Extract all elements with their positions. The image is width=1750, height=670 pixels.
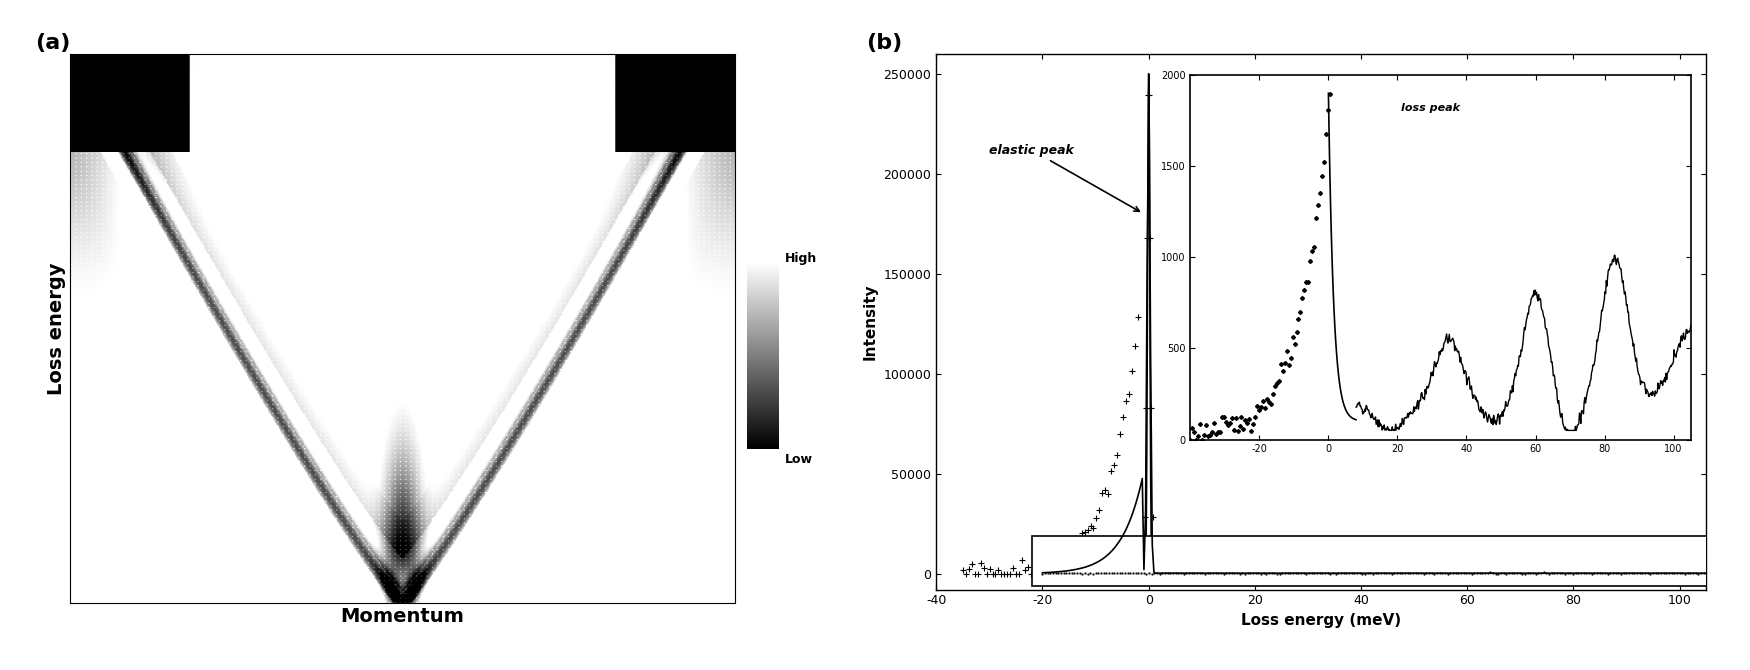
Bar [1032, 535, 1722, 586]
X-axis label: Momentum: Momentum [341, 607, 464, 626]
Text: elastic peak: elastic peak [989, 143, 1139, 211]
X-axis label: Loss energy (meV): Loss energy (meV) [1241, 613, 1402, 628]
Text: (b): (b) [866, 34, 903, 54]
Y-axis label: Loss energy: Loss energy [47, 262, 66, 395]
Text: High: High [786, 252, 817, 265]
Y-axis label: Intensity: Intensity [863, 283, 878, 360]
Text: (a): (a) [35, 34, 70, 54]
Text: Low: Low [786, 453, 814, 466]
